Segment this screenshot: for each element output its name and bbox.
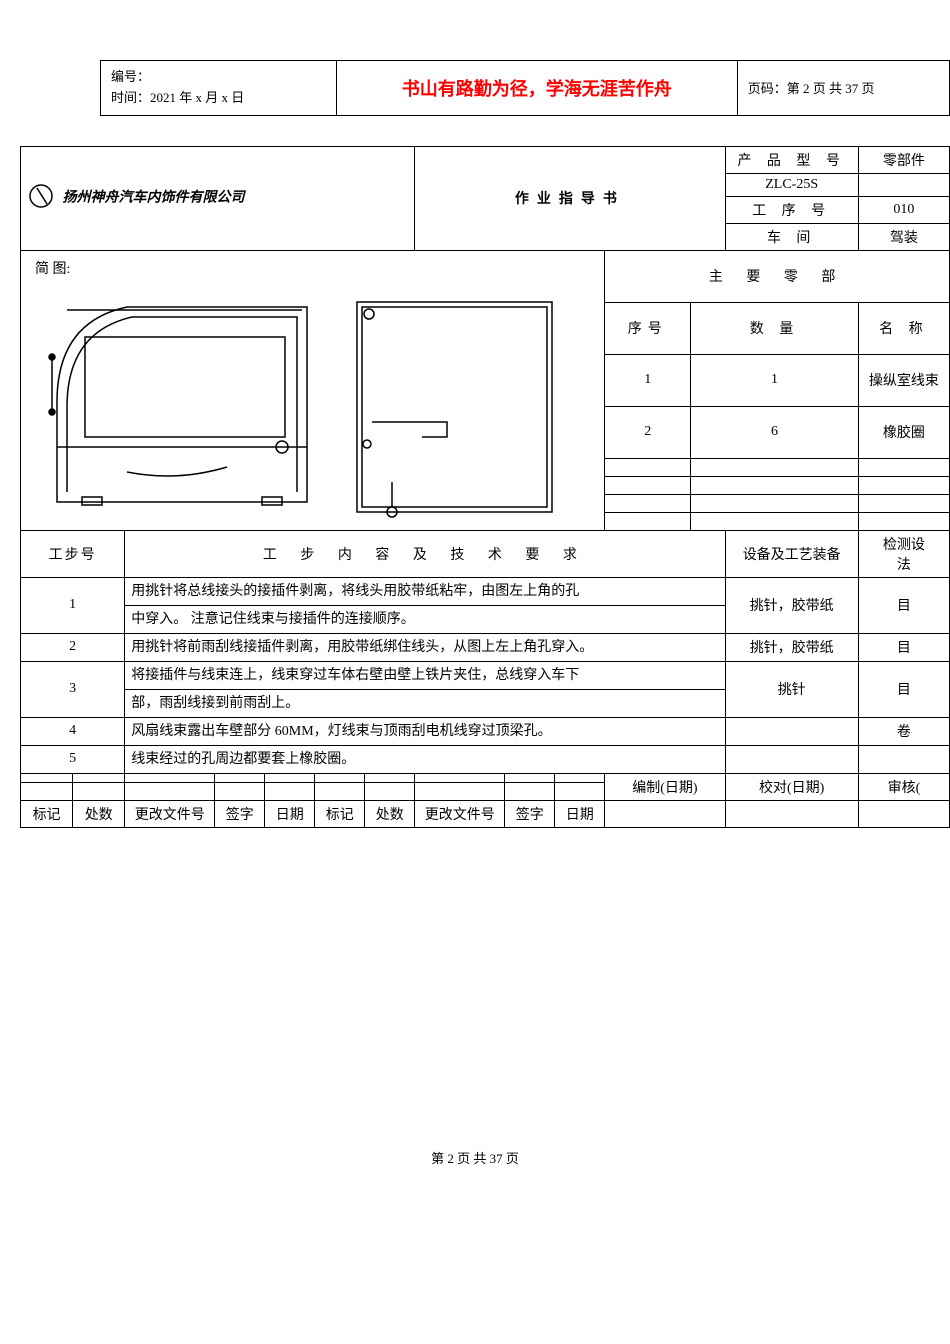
step-equip: 挑针: [725, 661, 858, 717]
steps-col-inspect: 检测设 法: [858, 530, 949, 577]
main-table: 扬州神舟汽车内饰件有限公司 作业指导书 产 品 型 号 零部件 ZLC-25S …: [20, 146, 950, 828]
step-equip: 挑针，胶带纸: [725, 633, 858, 661]
steps-col-num: 工步号: [21, 530, 125, 577]
step-inspect: 目: [858, 633, 949, 661]
parts-col-name: 名 称: [858, 302, 949, 354]
step-num: 1: [21, 577, 125, 633]
process-num: 010: [858, 196, 949, 223]
rev-mark: 标记: [21, 800, 73, 827]
header-page: 页码：第 2 页 共 37 页: [737, 61, 949, 116]
header-motto: 书山有路勤为径，学海无涯苦作舟: [336, 61, 737, 116]
rev-count2: 处数: [365, 800, 415, 827]
workshop-label: 车 间: [725, 223, 858, 250]
workshop: 驾装: [858, 223, 949, 250]
product-model: ZLC-25S: [725, 173, 858, 196]
header-left: 编号： 时间：2021 年 x 月 x 日: [101, 61, 337, 116]
step-row: 4 风扇线束露出车壁部分 60MM，灯线束与顶雨刮电机线穿过顶梁孔。 卷: [21, 717, 950, 745]
step-equip: 挑针，胶带纸: [725, 577, 858, 633]
part-label: 零部件: [858, 146, 949, 173]
steps-col-content: 工 步 内 容 及 技 术 要 求: [125, 530, 725, 577]
step-equip: [725, 745, 858, 773]
step-row: 2 用挑针将前雨刮线接插件剥离，用胶带纸绑住线头，从图上左上角孔穿入。 挑针，胶…: [21, 633, 950, 661]
step-content: 将接插件与线束连上，线束穿过车体右壁由壁上铁片夹住，总线穿入车下: [125, 661, 725, 689]
step-content: 用挑针将总线接头的接插件剥离，将线头用胶带纸粘牢，由图左上角的孔: [125, 577, 725, 605]
step-content: 线束经过的孔周边都要套上橡胶圈。: [125, 745, 725, 773]
step-inspect: 目: [858, 661, 949, 717]
parts-qty: 1: [691, 354, 859, 406]
process-num-label: 工 序 号: [725, 196, 858, 223]
step-row: 1 用挑针将总线接头的接插件剥离，将线头用胶带纸粘牢，由图左上角的孔 挑针，胶带…: [21, 577, 950, 605]
rev-date: 日期: [265, 800, 315, 827]
step-row: 5 线束经过的孔周边都要套上橡胶圈。: [21, 745, 950, 773]
diagram-cell: 简 图:: [21, 250, 605, 530]
parts-main-header: 主 要 零 部: [605, 250, 950, 302]
parts-name: 操纵室线束: [858, 354, 949, 406]
rev-check: 校对(日期): [725, 773, 858, 800]
step-inspect: [858, 745, 949, 773]
company-cell: 扬州神舟汽车内饰件有限公司: [21, 146, 415, 250]
step-content: 用挑针将前雨刮线接插件剥离，用胶带纸绑住线头，从图上左上角孔穿入。: [125, 633, 725, 661]
rev-count: 处数: [73, 800, 125, 827]
parts-seq: 1: [605, 354, 691, 406]
parts-col-qty: 数 量: [691, 302, 859, 354]
diagram-label: 简 图:: [27, 254, 598, 282]
step-num: 5: [21, 745, 125, 773]
step-content-b: 中穿入。 注意记住线束与接插件的连接顺序。: [125, 605, 725, 633]
step-content-b: 部，雨刮线接到前雨刮上。: [125, 689, 725, 717]
doc-title: 作业指导书: [415, 146, 725, 250]
rev-change-doc2: 更改文件号: [415, 800, 505, 827]
step-equip: [725, 717, 858, 745]
step-num: 2: [21, 633, 125, 661]
step-row: 3 将接插件与线束连上，线束穿过车体右壁由壁上铁片夹住，总线穿入车下 挑针 目: [21, 661, 950, 689]
product-model-label: 产 品 型 号: [725, 146, 858, 173]
doc-number: 编号：: [111, 67, 326, 88]
rev-mark2: 标记: [315, 800, 365, 827]
header-box: 编号： 时间：2021 年 x 月 x 日 书山有路勤为径，学海无涯苦作舟 页码…: [100, 60, 950, 116]
rev-compile: 编制(日期): [605, 773, 725, 800]
step-inspect: 目: [858, 577, 949, 633]
parts-col-seq: 序号: [605, 302, 691, 354]
step-content: 风扇线束露出车壁部分 60MM，灯线束与顶雨刮电机线穿过顶梁孔。: [125, 717, 725, 745]
rev-date2: 日期: [555, 800, 605, 827]
parts-seq: 2: [605, 406, 691, 458]
parts-name: 橡胶圈: [858, 406, 949, 458]
part-value: [858, 173, 949, 196]
rev-sign2: 签字: [505, 800, 555, 827]
company-logo-icon: [27, 182, 55, 215]
doc-time: 时间：2021 年 x 月 x 日: [111, 88, 326, 109]
parts-qty: 6: [691, 406, 859, 458]
rev-audit: 审核(: [858, 773, 949, 800]
page-footer: 第 2 页 共 37 页: [20, 1148, 930, 1167]
step-num: 4: [21, 717, 125, 745]
steps-col-equip: 设备及工艺装备: [725, 530, 858, 577]
diagram-svg: [27, 282, 587, 522]
step-num: 3: [21, 661, 125, 717]
rev-change-doc: 更改文件号: [125, 800, 215, 827]
step-inspect: 卷: [858, 717, 949, 745]
rev-sign: 签字: [215, 800, 265, 827]
company-name: 扬州神舟汽车内饰件有限公司: [63, 190, 245, 205]
